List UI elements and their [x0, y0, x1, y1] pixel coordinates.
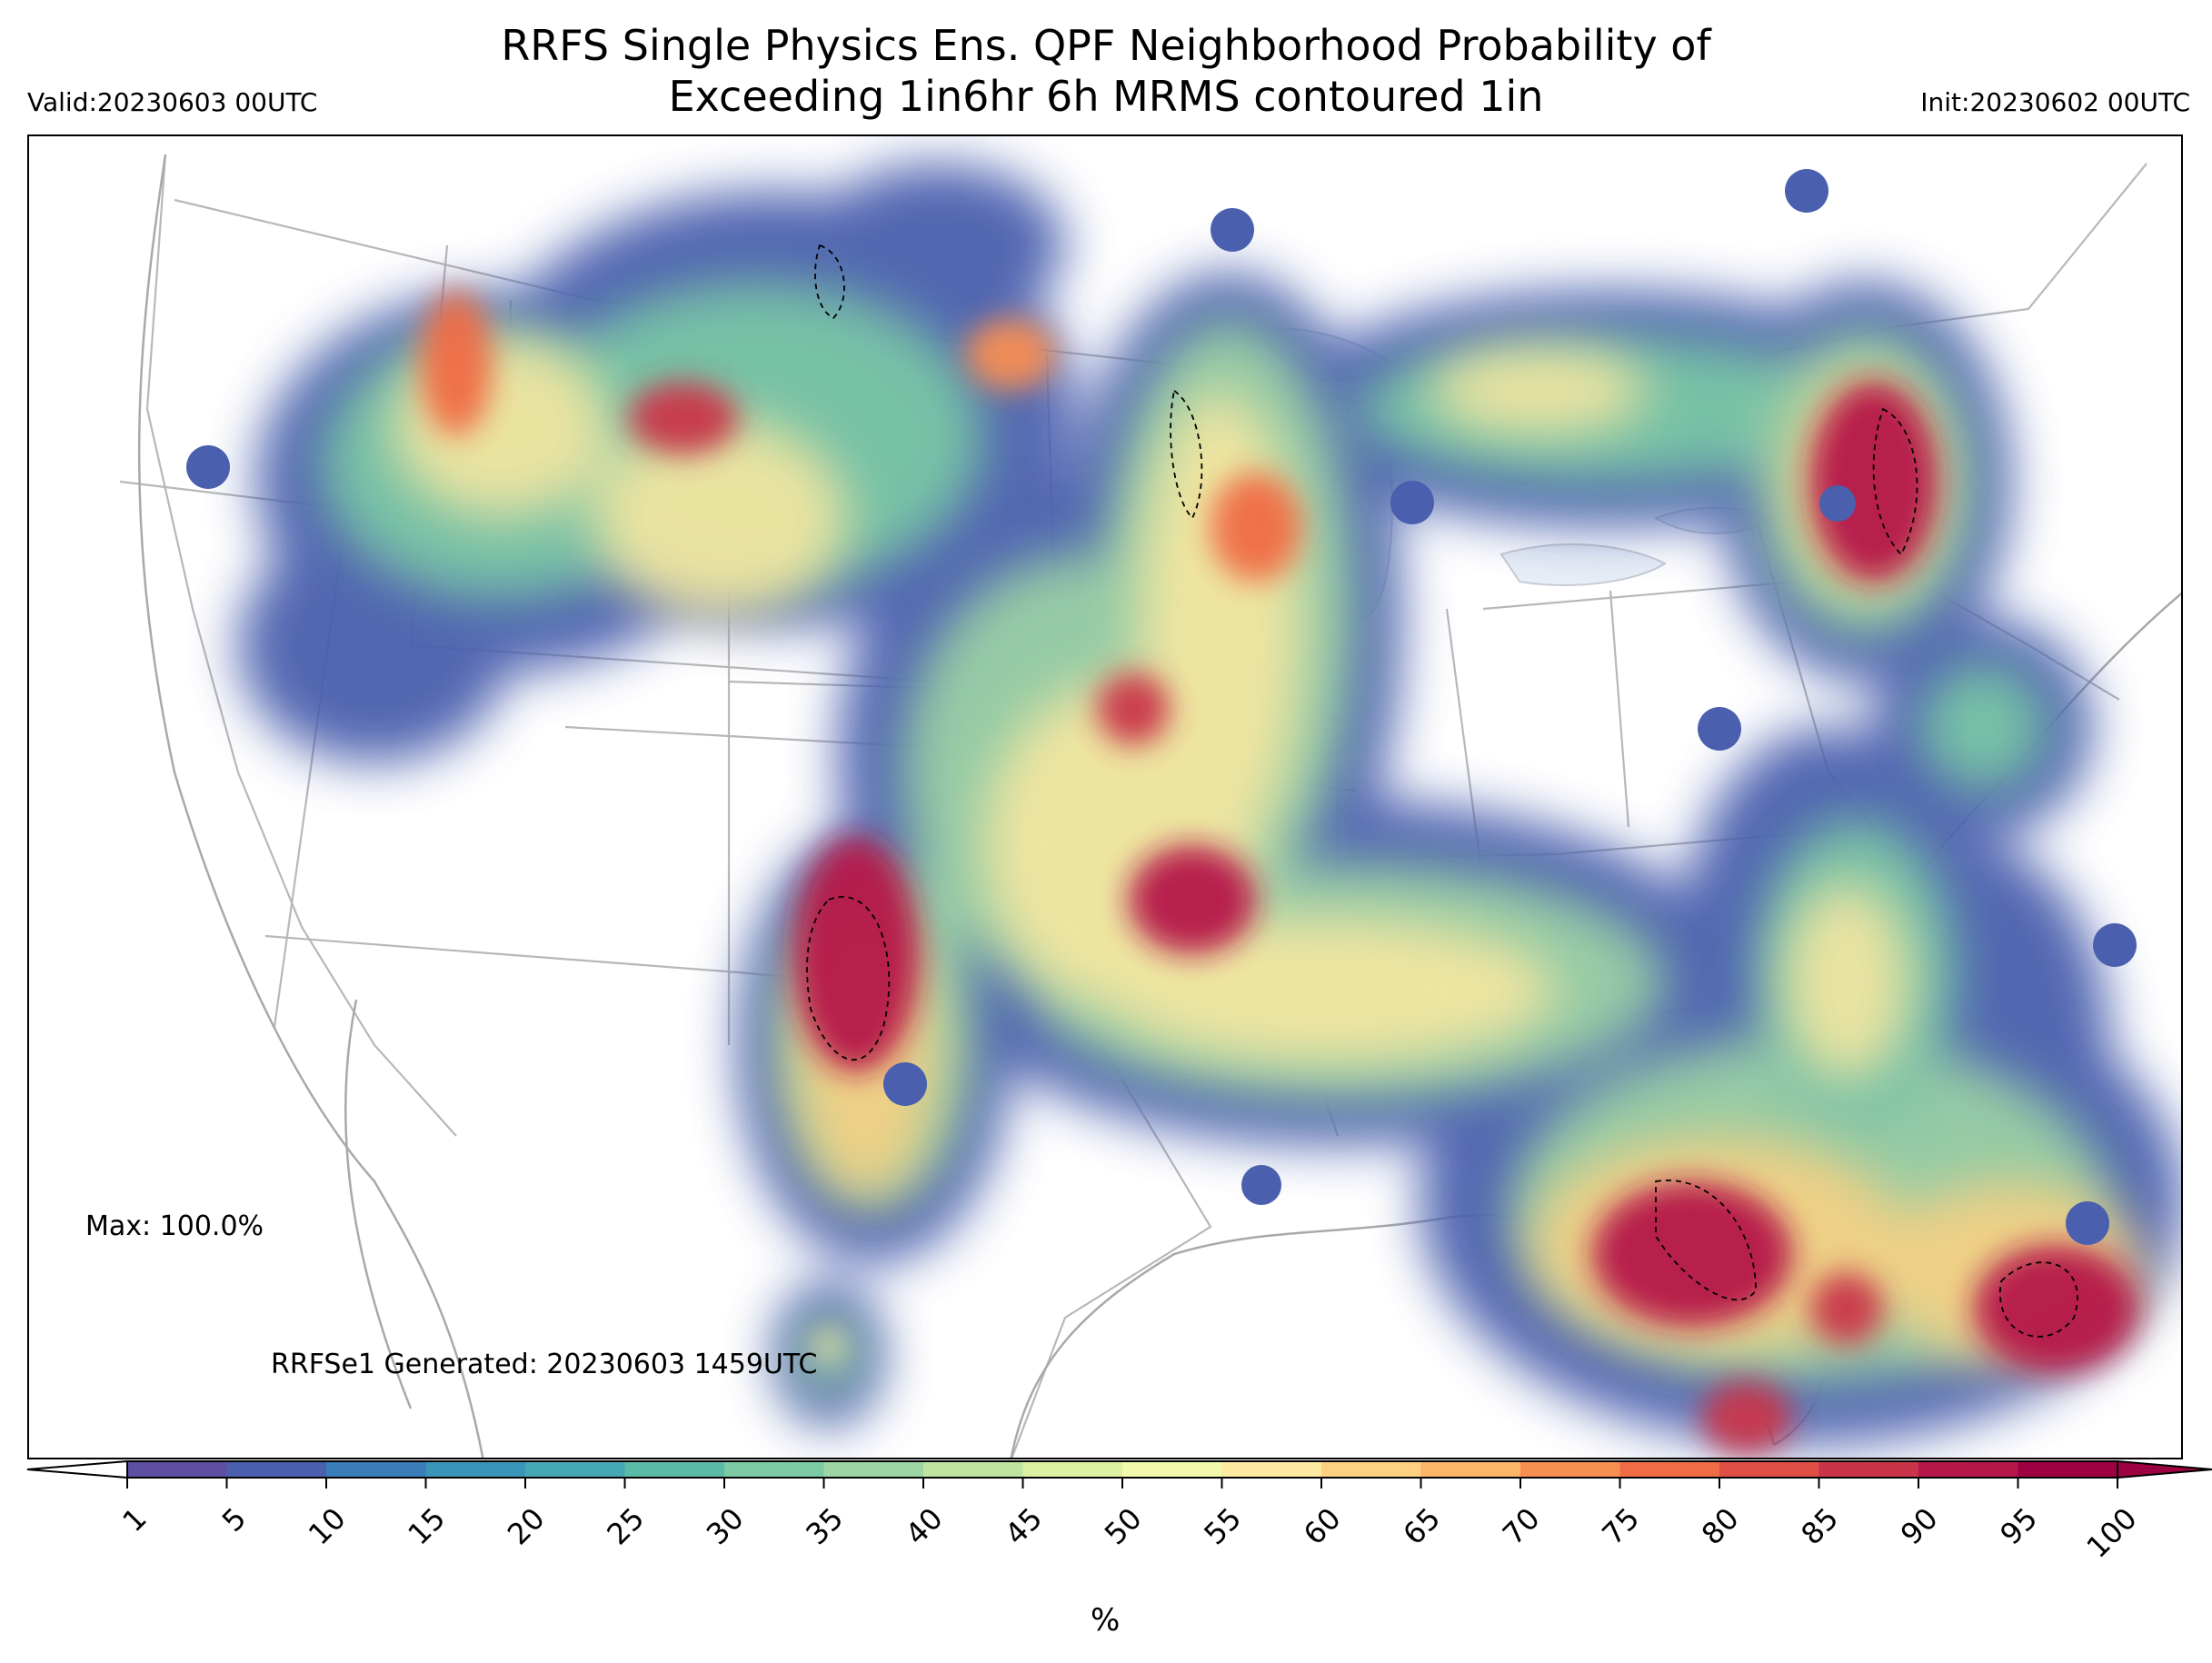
colorbar-segment — [1221, 1461, 1322, 1478]
colorbar-tick-label: 10 — [302, 1501, 353, 1552]
colorbar-tick-label: 60 — [1297, 1501, 1348, 1552]
title-line-1: RRFS Single Physics Ens. QPF Neighborhoo… — [501, 21, 1711, 70]
colorbar-tick-label: 5 — [215, 1501, 253, 1539]
title-line-2: Exceeding 1in6hr 6h MRMS contoured 1in — [668, 72, 1544, 121]
valid-time-label: Valid:20230603 00UTC — [27, 87, 318, 117]
colorbar-tick-label: 90 — [1894, 1501, 1945, 1552]
colorbar-segment — [425, 1461, 526, 1478]
mrms-1in-contours — [806, 244, 2078, 1338]
colorbar-segment — [923, 1461, 1023, 1478]
colorbar-segment — [724, 1461, 824, 1478]
colorbar-tick-label: 35 — [799, 1501, 850, 1552]
colorbar-segment — [1321, 1461, 1421, 1478]
init-time-label: Init:20230602 00UTC — [1920, 87, 2190, 117]
colorbar-over-arrow — [2117, 1459, 2212, 1479]
colorbar-unit-label: % — [1091, 1602, 1121, 1638]
colorbar-tick-label: 30 — [700, 1501, 751, 1552]
colorbar-tick-label: 20 — [501, 1501, 552, 1552]
max-value-label: Max: 100.0% — [85, 1210, 264, 1242]
map-panel — [27, 134, 2183, 1459]
colorbar-segment — [1420, 1461, 1521, 1478]
colorbar-under-arrow — [26, 1459, 128, 1479]
colorbar-tick-label: 65 — [1396, 1501, 1447, 1552]
colorbar-tick-label: 70 — [1496, 1501, 1547, 1552]
colorbar-segment — [326, 1461, 426, 1478]
colorbar-segment — [1619, 1461, 1720, 1478]
colorbar-tick-label: 55 — [1197, 1501, 1248, 1552]
colorbar-tick-label: 50 — [1098, 1501, 1149, 1552]
colorbar-tick-label: 75 — [1595, 1501, 1646, 1552]
colorbar-tick-label: 1 — [115, 1501, 153, 1539]
colorbar-tick-label: 80 — [1695, 1501, 1746, 1552]
probability-map — [119, 154, 2181, 1458]
colorbar-segment — [823, 1461, 924, 1478]
colorbar-segment — [226, 1461, 327, 1478]
colorbar-segment — [127, 1461, 227, 1478]
generated-label: RRFSe1 Generated: 20230603 1459UTC — [271, 1349, 818, 1380]
colorbar-segment — [1719, 1461, 1819, 1478]
colorbar-segment — [1520, 1461, 1620, 1478]
colorbar-segment — [624, 1461, 725, 1478]
colorbar-segment — [1022, 1461, 1123, 1478]
colorbar-segment — [1122, 1461, 1222, 1478]
colorbar-tick-label: 15 — [401, 1501, 452, 1552]
colorbar-segment — [2018, 1461, 2118, 1478]
colorbar-tick-label: 85 — [1794, 1501, 1845, 1552]
colorbar-tick-label: 95 — [1993, 1501, 2044, 1552]
colorbar-segment — [1918, 1461, 2018, 1478]
colorbar-segment — [525, 1461, 625, 1478]
isolated-cells — [186, 169, 2137, 1245]
colorbar: 1 5 10 15 20 25 30 35 40 45 50 55 60 65 70 75 80 85 90 95 10… — [26, 1459, 2212, 1565]
colorbar-tick-label: 45 — [998, 1501, 1049, 1552]
colorbar-tick-label: 40 — [899, 1501, 950, 1552]
colorbar-segment — [1818, 1461, 1919, 1478]
colorbar-tick-label: 100 — [2080, 1501, 2144, 1565]
colorbar-tick-label: 25 — [600, 1501, 651, 1552]
